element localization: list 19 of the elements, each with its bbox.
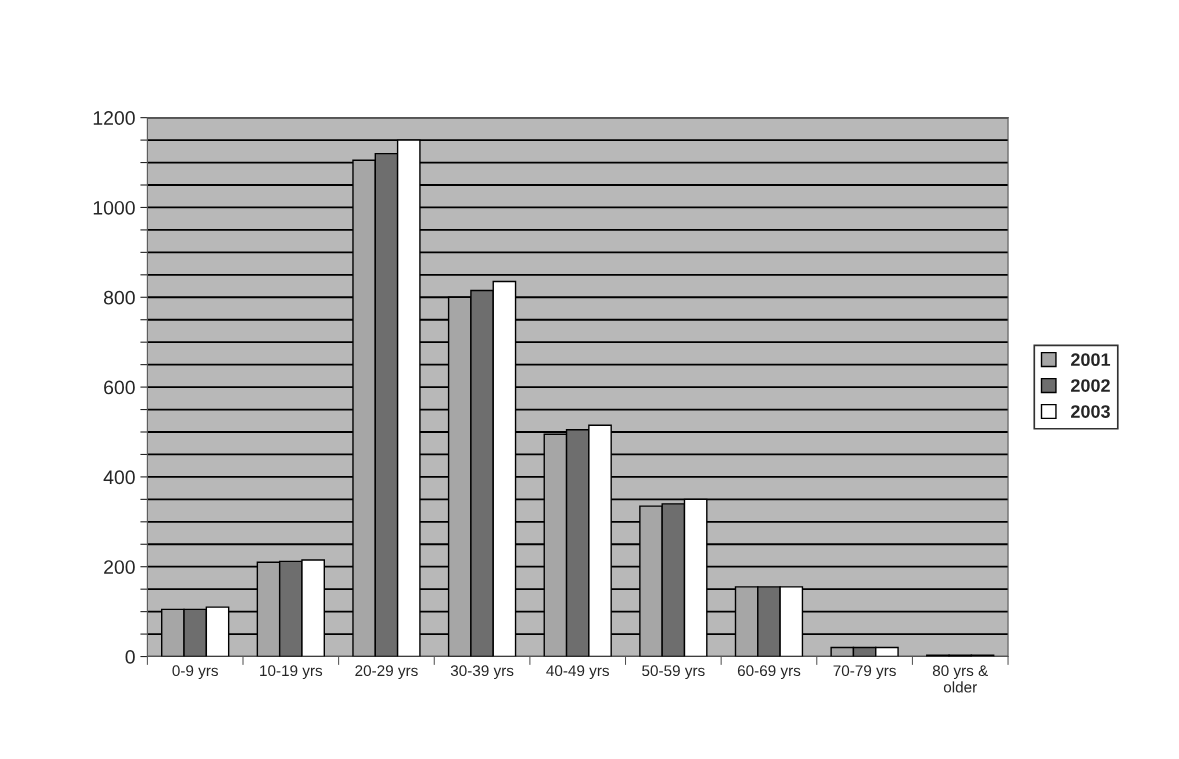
y-tick-label: 1200	[93, 111, 135, 125]
legend-label: 2002	[1071, 379, 1110, 392]
y-tick-label: 1000	[93, 200, 135, 215]
x-tick-label: 70-79 yrs	[833, 665, 896, 680]
x-tick-label: 20-29 yrs	[355, 665, 418, 680]
x-tick-label: 0-9 yrs	[172, 665, 218, 680]
legend-label: 2001	[1071, 353, 1111, 367]
y-tick-label: 600	[104, 380, 135, 395]
legend-label: 2003	[1071, 405, 1110, 418]
y-tick-label: 0	[125, 650, 135, 664]
x-tick-label: 60-69 yrs	[737, 665, 801, 680]
x-tick-label: 50-59 yrs	[642, 665, 705, 680]
y-tick-label: 800	[103, 290, 135, 305]
y-tick-label: 400	[103, 470, 135, 485]
x-tick-label: 10-19 yrs	[260, 665, 323, 680]
x-tick-label: 30-39 yrs	[450, 665, 514, 680]
x-tick-label: 40-49 yrs	[546, 665, 609, 680]
y-tick-label: 200	[104, 560, 135, 574]
x-tick-label: 80 yrs & older	[932, 665, 989, 693]
